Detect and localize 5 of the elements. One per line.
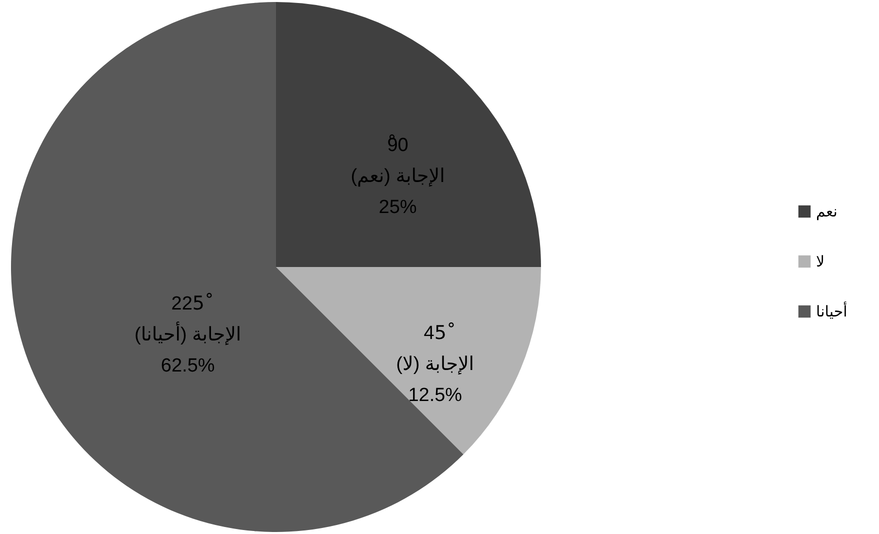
legend-label: لا [816,254,825,270]
pie-slice [276,2,541,267]
legend-label: أحيانا [816,302,848,320]
pie-slice [276,267,541,454]
legend-label: نعم [816,204,838,220]
